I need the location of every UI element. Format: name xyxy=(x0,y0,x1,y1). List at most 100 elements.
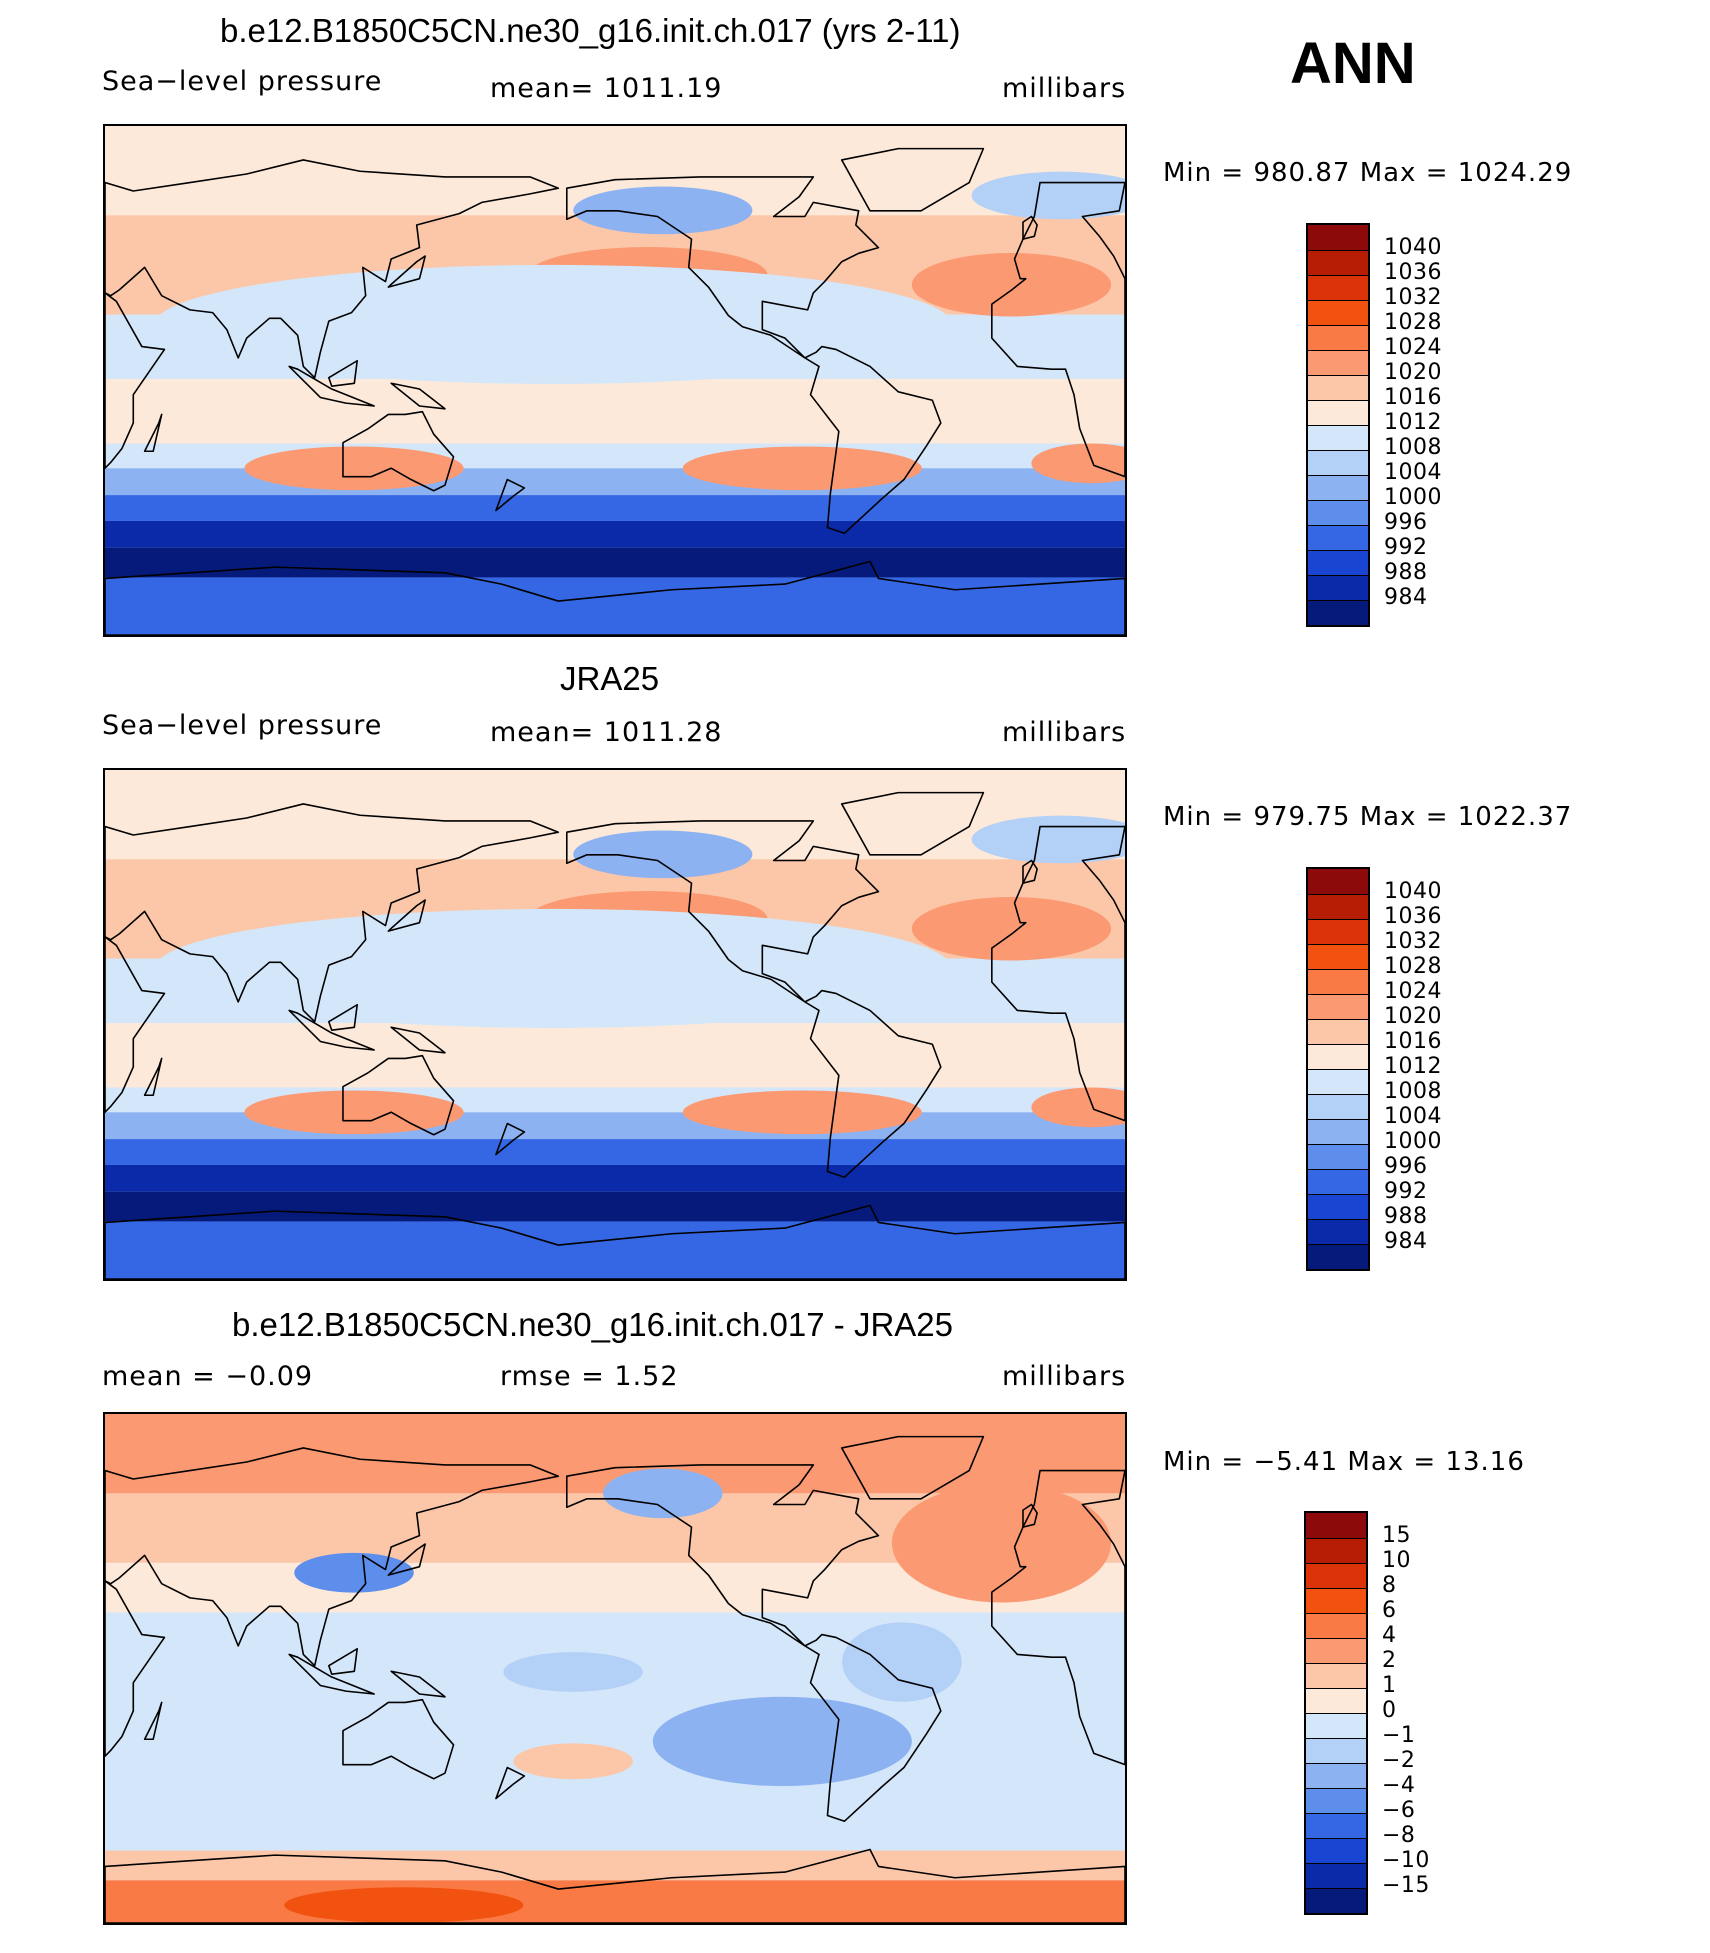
panel-diff-rmse: rmse = 1.52 xyxy=(500,1361,679,1392)
panel-obs-mean: mean= 1011.28 xyxy=(490,717,723,748)
colorbar-label: 1032 xyxy=(1384,285,1442,310)
pressure-cell xyxy=(284,1887,524,1923)
colorbar-label: −1 xyxy=(1382,1723,1416,1748)
colorbar-box xyxy=(1308,425,1368,450)
colorbar-box xyxy=(1306,1563,1366,1588)
colorbar-label: 984 xyxy=(1384,1229,1428,1254)
colorbar-box xyxy=(1308,944,1368,969)
panel-diff-colorbar xyxy=(1304,1511,1368,1915)
colorbar-label: 1000 xyxy=(1384,1129,1442,1154)
coastline xyxy=(143,413,163,453)
pressure-band xyxy=(105,547,1125,578)
colorbar-box xyxy=(1308,525,1368,550)
coastline xyxy=(288,365,375,407)
colorbar-box xyxy=(1306,1763,1366,1788)
pressure-band xyxy=(105,379,1125,444)
colorbar-box xyxy=(1306,1538,1366,1563)
coastline xyxy=(105,1848,1125,1923)
colorbar-label: −4 xyxy=(1382,1773,1416,1798)
colorbar-box xyxy=(1306,1888,1366,1913)
panel-obs-colorbar xyxy=(1306,867,1370,1271)
colorbar-box xyxy=(1308,550,1368,575)
colorbar-label: 992 xyxy=(1384,1179,1428,1204)
colorbar-box xyxy=(1308,894,1368,919)
pressure-band xyxy=(105,520,1125,548)
colorbar-box xyxy=(1308,400,1368,425)
colorbar-box xyxy=(1306,1788,1366,1813)
pressure-cell xyxy=(911,253,1112,317)
pressure-band xyxy=(105,1023,1125,1088)
coastline xyxy=(840,791,985,856)
colorbar-label: 1004 xyxy=(1384,1104,1442,1129)
coastline xyxy=(991,1469,1125,1766)
pressure-cell xyxy=(1031,1087,1125,1128)
colorbar-box xyxy=(1308,450,1368,475)
coastline xyxy=(342,1698,455,1780)
colorbar-box xyxy=(1306,1513,1366,1538)
colorbar-box xyxy=(1306,1688,1366,1713)
colorbar-label: 988 xyxy=(1384,560,1428,585)
coastline xyxy=(387,899,426,932)
map-field xyxy=(105,126,1125,635)
colorbar-label: 1028 xyxy=(1384,310,1442,335)
colorbar-label: 1000 xyxy=(1384,485,1442,510)
colorbar-label: 1028 xyxy=(1384,954,1442,979)
pressure-cell xyxy=(503,1652,643,1692)
colorbar-box xyxy=(1308,250,1368,275)
coastline xyxy=(495,1122,526,1156)
pressure-cell xyxy=(244,446,464,491)
colorbar-box xyxy=(1308,1094,1368,1119)
colorbar-box xyxy=(1308,1044,1368,1069)
coastline xyxy=(1022,215,1038,240)
pressure-cell xyxy=(573,830,753,879)
coastline xyxy=(565,820,942,1178)
pressure-cell xyxy=(652,1696,912,1787)
pressure-cell xyxy=(682,446,922,491)
colorbar-box xyxy=(1308,225,1368,250)
colorbar-label: 15 xyxy=(1382,1523,1411,1548)
coastline xyxy=(390,1670,446,1698)
colorbar-box xyxy=(1308,275,1368,300)
coastline xyxy=(288,1653,375,1695)
colorbar-label: 10 xyxy=(1382,1548,1411,1573)
pressure-cell xyxy=(891,1483,1112,1603)
panel-diff-title: b.e12.B1850C5CN.ne30_g16.init.ch.017 - J… xyxy=(232,1306,953,1343)
panel-obs-variable: Sea−level pressure xyxy=(102,710,383,741)
coastline xyxy=(105,560,1125,635)
coastline xyxy=(991,825,1125,1122)
pressure-cell xyxy=(154,908,952,1028)
colorbar-box xyxy=(1306,1663,1366,1688)
colorbar-box xyxy=(1308,375,1368,400)
pressure-cell xyxy=(971,171,1125,220)
pressure-band xyxy=(105,1880,1125,1923)
colorbar-label: 996 xyxy=(1384,510,1428,535)
pressure-cell xyxy=(513,1743,633,1780)
colorbar-box xyxy=(1308,1069,1368,1094)
colorbar-label: −2 xyxy=(1382,1748,1416,1773)
coastline xyxy=(105,159,560,379)
colorbar-label: 1024 xyxy=(1384,335,1442,360)
colorbar-box xyxy=(1308,1219,1368,1244)
colorbar-box xyxy=(1308,300,1368,325)
colorbar-label: 992 xyxy=(1384,535,1428,560)
colorbar-label: 1012 xyxy=(1384,410,1442,435)
colorbar-label: 6 xyxy=(1382,1598,1397,1623)
colorbar-box xyxy=(1306,1638,1366,1663)
colorbar-label: −8 xyxy=(1382,1823,1416,1848)
colorbar-label: −6 xyxy=(1382,1798,1416,1823)
colorbar-box xyxy=(1308,575,1368,600)
panel-obs-units: millibars xyxy=(1002,717,1127,748)
pressure-band xyxy=(105,495,1125,521)
coastline xyxy=(342,410,455,492)
colorbar-label: 1032 xyxy=(1384,929,1442,954)
season-label: ANN xyxy=(1290,31,1416,96)
colorbar-label: 1 xyxy=(1382,1673,1397,1698)
pressure-cell xyxy=(603,1468,723,1519)
panel-model-minmax: Min = 980.87 Max = 1024.29 xyxy=(1163,158,1573,188)
colorbar-label: 1020 xyxy=(1384,360,1442,385)
coastline xyxy=(105,936,166,1114)
coastline xyxy=(390,1026,446,1054)
colorbar-box xyxy=(1306,1738,1366,1763)
colorbar-box xyxy=(1308,500,1368,525)
colorbar-box xyxy=(1306,1613,1366,1638)
